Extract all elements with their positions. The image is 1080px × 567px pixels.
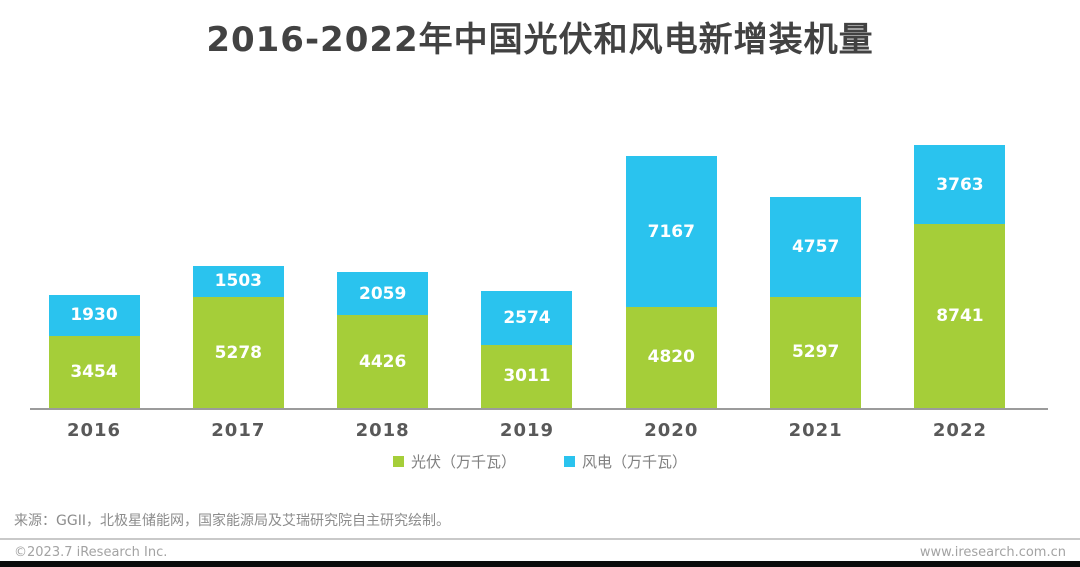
value-label: 7167 [647, 221, 695, 242]
bar-2018: 2059 4426 2018 [337, 271, 429, 441]
footer-divider [0, 538, 1080, 540]
bar-segment-pv-2022: 8741 [914, 224, 1006, 408]
bar-segment-wind-2018: 2059 [337, 271, 429, 316]
bar-2019: 2574 3011 2019 [481, 290, 573, 441]
x-axis-label-2020: 2020 [644, 420, 699, 441]
legend-label: 光伏（万千瓦） [410, 453, 516, 471]
x-axis-label-2018: 2018 [355, 420, 410, 441]
value-label: 5297 [791, 342, 840, 363]
value-label: 4757 [791, 236, 840, 257]
x-axis-label-2019: 2019 [499, 420, 555, 441]
value-label: 3011 [503, 366, 551, 387]
x-axis-label-2021: 2021 [788, 420, 843, 441]
x-axis-label-2016: 2016 [66, 420, 122, 441]
legend-swatch [392, 456, 404, 467]
bottom-black-bar [0, 561, 1080, 567]
value-label: 2574 [503, 307, 551, 328]
bar-segment-pv-2020: 4820 [625, 306, 717, 408]
value-label: 4820 [647, 347, 695, 368]
bar-segment-pv-2019: 3011 [481, 344, 573, 408]
bar-segment-wind-2022: 3763 [914, 145, 1006, 225]
legend-swatch [564, 456, 575, 467]
bar-2016: 1930 3454 2016 [48, 295, 140, 441]
bar-segment-wind-2017: 1503 [192, 265, 284, 298]
bar-2020: 7167 4820 2020 [625, 156, 717, 441]
value-label: 1930 [70, 305, 118, 326]
value-label: 3454 [70, 361, 118, 382]
bar-2022: 3763 8741 2022 [914, 145, 1006, 441]
x-axis-label-2017: 2017 [211, 420, 266, 441]
x-axis-label-2022: 2022 [932, 420, 988, 441]
value-label: 1503 [214, 271, 262, 292]
bar-segment-wind-2020: 7167 [625, 156, 717, 307]
legend-item-wind: 风电（万千瓦） [564, 451, 687, 472]
bar-segment-wind-2021: 4757 [770, 196, 862, 297]
bar-segment-pv-2018: 4426 [337, 315, 429, 408]
value-label: 3763 [936, 174, 984, 195]
bar-segment-wind-2019: 2574 [481, 290, 573, 345]
source-note: 来源：GGII，北极星储能网，国家能源局及艾瑞研究院自主研究绘制。 [14, 513, 450, 529]
bar-segment-pv-2017: 5278 [192, 297, 284, 408]
value-label: 2059 [358, 283, 407, 304]
value-label: 8741 [936, 306, 984, 327]
plot-area: 1930 3454 2016 1503 5278 2017 2059 4426 2018 2574… [30, 144, 1048, 441]
copyright-text: ©2023.7 iResearch Inc. [14, 545, 168, 560]
legend: 光伏（万千瓦） 风电（万千瓦） [0, 451, 1080, 472]
bar-segment-pv-2016: 3454 [48, 335, 140, 408]
legend-label: 风电（万千瓦） [582, 453, 688, 471]
website-link[interactable]: www.iresearch.com.cn [919, 545, 1066, 560]
value-label: 4426 [358, 351, 407, 372]
bar-segment-wind-2016: 1930 [48, 295, 140, 336]
legend-item-pv: 光伏（万千瓦） [392, 451, 516, 472]
bar-2021: 4757 5297 2021 [770, 196, 862, 441]
chart-title: 2016-2022年中国光伏和风电新增装机量 [206, 20, 874, 60]
value-label: 5278 [214, 342, 262, 363]
bar-2017: 1503 5278 2017 [192, 265, 284, 441]
bar-segment-pv-2021: 5297 [770, 296, 862, 408]
